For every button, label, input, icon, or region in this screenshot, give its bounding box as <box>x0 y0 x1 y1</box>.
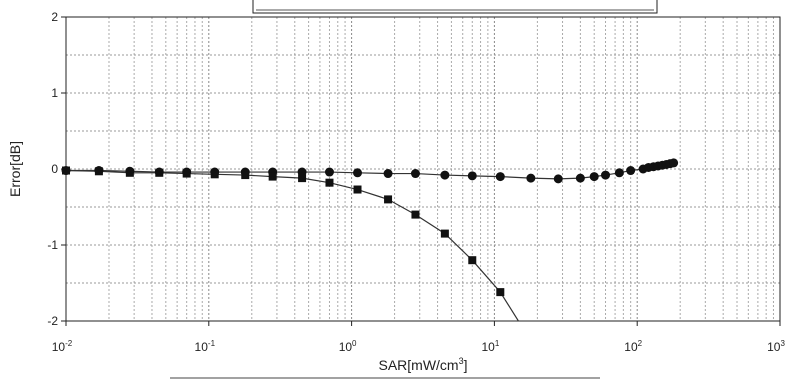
data-point-square <box>62 166 70 175</box>
x-tick-exponent: 1 <box>495 339 500 348</box>
x-tick-exponent: -1 <box>208 339 216 348</box>
fit-curves <box>66 162 674 321</box>
y-tick-label: -1 <box>47 238 58 252</box>
data-point-circle <box>353 168 363 178</box>
y-tick-label: 1 <box>51 86 58 100</box>
x-tick-label: 100 <box>339 339 357 354</box>
data-point-circle <box>495 172 505 182</box>
data-point-square <box>298 174 307 183</box>
data-point-square <box>125 168 134 177</box>
data-point-circle <box>526 173 536 183</box>
data-point-circle <box>669 158 679 168</box>
data-point-circle <box>440 170 450 180</box>
x-axis-title: SAR[mW/cm3] <box>378 356 467 373</box>
x-tick-base: 10 <box>481 340 495 354</box>
x-tick-base: 10 <box>52 340 66 354</box>
data-point-square <box>411 210 420 219</box>
x-tick-exponent: 0 <box>352 339 357 348</box>
data-point-circle <box>626 166 636 176</box>
data-point-circle <box>575 173 585 183</box>
data-point-circle <box>324 167 334 177</box>
data-point-circle <box>553 174 563 184</box>
axis-ticks: 210-1-210-2 10-1 100 101 102 103 <box>47 10 785 354</box>
data-point-circle <box>614 168 624 178</box>
x-axis-title-suffix: ] <box>464 357 468 373</box>
fit-curve-squares <box>66 169 520 321</box>
x-tick-base: 10 <box>339 340 353 354</box>
data-point-square <box>440 229 449 238</box>
data-point-circle <box>601 170 611 180</box>
x-axis-title-sup: 3 <box>459 356 464 366</box>
data-point-circle <box>467 171 477 181</box>
x-tick-base: 10 <box>195 340 209 354</box>
x-tick-exponent: 2 <box>638 339 643 348</box>
y-tick-label: 2 <box>51 10 58 24</box>
data-point-square <box>241 171 250 180</box>
y-tick-label: 0 <box>51 162 58 176</box>
x-tick-base: 10 <box>624 340 638 354</box>
data-point-circle <box>383 169 393 179</box>
data-point-square <box>468 256 477 265</box>
data-point-square <box>94 167 103 176</box>
data-point-square <box>496 288 505 297</box>
x-tick-exponent: 3 <box>780 339 785 348</box>
data-point-circle <box>410 169 420 179</box>
data-point-square <box>353 185 362 194</box>
x-axis-title-main: SAR[mW/cm <box>378 357 458 373</box>
data-point-square <box>210 170 219 179</box>
data-point-square <box>268 172 277 181</box>
x-tick-base: 10 <box>767 340 781 354</box>
legend-box <box>252 0 658 14</box>
x-tick-label: 102 <box>624 339 642 354</box>
x-tick-exponent: -2 <box>65 339 73 348</box>
x-tick-label: 10-2 <box>52 339 73 354</box>
data-markers <box>61 158 679 297</box>
y-tick-label: -2 <box>47 314 58 328</box>
data-point-square <box>325 178 334 187</box>
data-point-circle <box>589 172 599 182</box>
data-point-square <box>155 168 164 177</box>
data-point-square <box>384 195 393 204</box>
y-axis-title: Error[dB] <box>7 141 23 197</box>
data-point-square <box>182 169 191 178</box>
x-tick-label: 101 <box>481 339 499 354</box>
x-tick-label: 103 <box>767 339 785 354</box>
x-tick-label: 10-1 <box>195 339 216 354</box>
grid <box>65 16 780 322</box>
